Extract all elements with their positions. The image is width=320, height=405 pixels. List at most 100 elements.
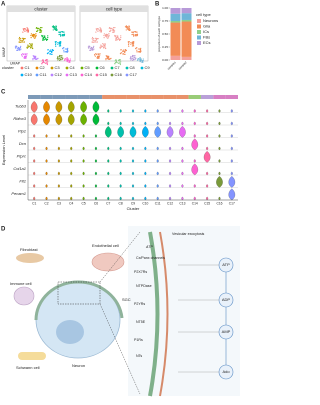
umap-dot: [38, 27, 40, 29]
cluster-header: [114, 95, 127, 99]
umap-dot: [100, 31, 102, 33]
umap-dot: [108, 58, 110, 60]
umap-dot: [103, 34, 105, 37]
umap-dot: [102, 43, 104, 45]
umap-dot: [93, 41, 95, 43]
umap-dot: [60, 35, 62, 37]
umap-dot: [49, 53, 51, 55]
umap-dot: [29, 43, 32, 45]
umap-dot: [55, 26, 58, 28]
umap-dot: [32, 58, 34, 60]
umap-dot: [94, 40, 97, 42]
violin: [119, 159, 122, 163]
umap-dot: [20, 45, 22, 48]
umap-dot: [27, 31, 29, 33]
violin: [206, 109, 209, 113]
umap-dot: [119, 39, 121, 41]
umap-dot: [111, 27, 113, 29]
violin: [181, 171, 184, 176]
umap-dot: [95, 38, 97, 40]
sgc: [34, 280, 124, 321]
umap-dot: [42, 35, 44, 37]
violin: [144, 159, 147, 163]
umap-dot: [140, 57, 142, 60]
bar-segment: [181, 19, 192, 22]
label: ADP: [222, 297, 231, 302]
umap-dot: [97, 55, 100, 57]
membrane: [159, 231, 169, 397]
zoom-box: [57, 281, 101, 305]
umap-dot: [100, 28, 102, 30]
umap-dot: [114, 60, 117, 62]
umap-dot: [99, 29, 101, 31]
umap-dot: [45, 38, 48, 40]
label: Fibroblast: [20, 247, 38, 252]
nucleus: [56, 320, 84, 344]
violin: [82, 171, 85, 176]
umap-dot: [118, 60, 120, 62]
umap-dot: [139, 61, 141, 63]
legend-dot: [50, 73, 54, 77]
umap-dot: [94, 54, 96, 56]
violin: [193, 196, 196, 201]
umap-dot: [96, 38, 99, 40]
cluster-header: [163, 95, 177, 99]
label: P1Rs: [134, 338, 143, 342]
umap-dot: [93, 48, 95, 50]
umap-dot: [64, 58, 66, 60]
umap-dot: [22, 28, 24, 30]
umap-dot: [112, 31, 114, 33]
umap-dot: [23, 41, 26, 43]
umap-dot: [30, 45, 32, 47]
violin: [70, 134, 73, 138]
bar-segment: [181, 56, 192, 60]
umap-dot: [99, 47, 101, 49]
umap-dot: [134, 56, 136, 58]
violin: [70, 184, 73, 188]
umap-dot: [27, 28, 29, 30]
umap-dot: [65, 58, 67, 60]
umap-dot: [108, 36, 110, 38]
label: C16: [216, 201, 222, 205]
violin: [206, 134, 209, 138]
umap-dot: [29, 43, 31, 45]
umap-dot: [15, 47, 17, 49]
violin: [57, 159, 60, 163]
umap-dot: [124, 53, 126, 55]
umap-dot: [63, 47, 65, 49]
label: ATP: [145, 245, 153, 249]
violin: [181, 146, 184, 151]
violin: [144, 121, 147, 126]
umap-dot: [92, 46, 95, 49]
umap-dot: [105, 58, 107, 60]
umap-dot: [52, 49, 55, 52]
umap-dot: [62, 48, 64, 50]
label: C4: [70, 65, 76, 70]
violin: [193, 109, 196, 113]
umap-dot: [24, 53, 26, 55]
umap-dot: [93, 45, 95, 48]
legend-dot: [50, 66, 54, 70]
label: C5: [85, 65, 91, 70]
umap-dot: [55, 42, 57, 44]
umap-dot: [115, 35, 117, 37]
umap-dot: [15, 46, 18, 48]
umap-dot: [45, 62, 47, 64]
violin: [70, 196, 73, 201]
umap-dot: [92, 39, 94, 41]
violin: [107, 121, 110, 126]
umap-dot: [128, 26, 131, 28]
umap-dot: [24, 55, 27, 57]
cluster-header: [200, 95, 214, 99]
umap-dot: [58, 33, 60, 36]
violin: [169, 159, 172, 163]
fibroblast: [16, 253, 44, 263]
umap-dot: [87, 46, 89, 48]
zoom-line: [99, 231, 141, 395]
umap-dot: [22, 31, 24, 33]
label: sample1: [166, 60, 177, 71]
umap-dot: [114, 34, 116, 37]
violin: [57, 134, 60, 138]
umap-dot: [29, 45, 31, 47]
umap-dot: [41, 63, 43, 65]
